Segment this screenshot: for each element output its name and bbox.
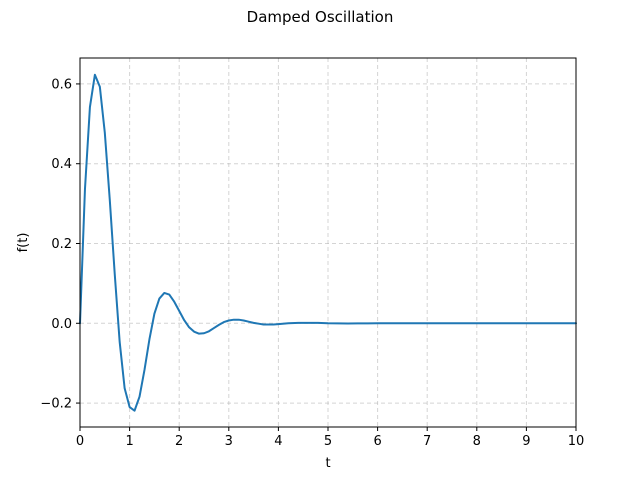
x-tick-label: 7 [423,434,431,449]
y-axis-ticks: −0.2 0.0 0.2 0.4 0.6 [40,77,80,412]
x-tick-label: 0 [76,434,84,449]
x-tick-label: 3 [225,434,233,449]
x-tick-label: 4 [274,434,282,449]
grid [79,58,577,427]
y-tick-label: 0.2 [51,237,72,252]
chart-title: Damped Oscillation [247,8,394,26]
x-tick-label: 5 [324,434,332,449]
x-tick-label: 2 [175,434,183,449]
x-tick-label: 6 [373,434,381,449]
x-axis-label: t [325,456,330,471]
x-tick-label: 1 [125,434,133,449]
y-tick-label: 0.0 [51,317,72,332]
y-tick-label: −0.2 [40,397,72,412]
series-layer [79,73,577,412]
y-tick-label: 0.4 [51,157,72,172]
y-tick-label: 0.6 [51,77,72,92]
x-tick-label: 8 [473,434,481,449]
x-tick-label: 9 [522,434,530,449]
x-axis-ticks: 0 1 2 3 4 5 6 7 8 9 10 [76,427,584,449]
series-line-0 [79,73,577,412]
y-axis-label: f(t) [16,233,31,253]
x-tick-label: 10 [568,434,585,449]
